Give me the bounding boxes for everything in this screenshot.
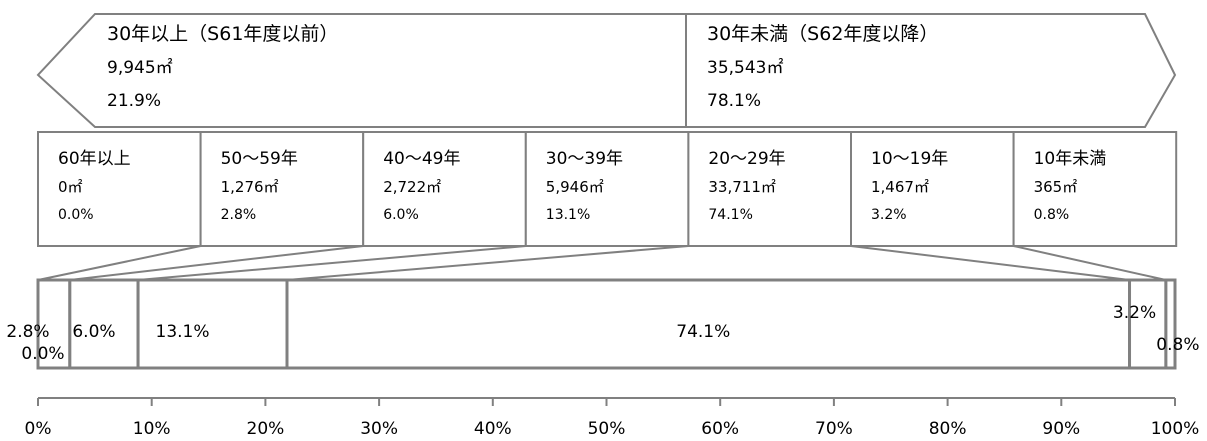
x-tick-label: 80% (929, 419, 967, 439)
category-pct: 74.1% (708, 207, 752, 223)
category-area: 33,711㎡ (708, 178, 776, 196)
category-area: 0㎡ (58, 178, 83, 196)
bar-value-label: 0.0% (21, 344, 64, 364)
x-tick-label: 40% (474, 419, 512, 439)
category-pct: 6.0% (383, 207, 419, 223)
category-box (37, 131, 202, 247)
x-tick-label: 60% (701, 419, 739, 439)
bar-value-label: 3.2% (1113, 303, 1156, 323)
category-label: 30～39年 (546, 149, 623, 169)
category-box (1012, 131, 1178, 247)
bar-value-label: 74.1% (676, 322, 730, 342)
bar-value-label: 13.1% (156, 322, 210, 342)
category-box (362, 131, 527, 247)
x-axis: 0% 10% 20% 30% 40% 50% 60% 70% 80% 90% 100% (25, 397, 1200, 439)
category-pct: 2.8% (221, 207, 257, 223)
x-tick-label: 20% (247, 419, 285, 439)
group-pct-newer: 78.1% (707, 91, 761, 111)
category-pct: 0.8% (1034, 207, 1070, 223)
category-label: 10～19年 (871, 149, 948, 169)
x-tick-label: 30% (360, 419, 398, 439)
category-box (199, 131, 365, 247)
category-pct: 3.2% (871, 207, 907, 223)
bar-segment (1164, 278, 1177, 370)
category-pct: 0.0% (58, 207, 94, 223)
category-area: 5,946㎡ (546, 178, 604, 196)
category-area: 365㎡ (1034, 178, 1078, 196)
category-label: 10年未満 (1034, 149, 1107, 169)
x-tick-label: 90% (1042, 419, 1080, 439)
connector-line (137, 245, 526, 281)
x-tick-label: 0% (25, 419, 52, 439)
category-boxes: 60年以上 0㎡ 0.0% 50～59年 1,276㎡ 2.8% 40～49年 2,722㎡ 6… (37, 131, 1178, 247)
bar-segment (285, 278, 1132, 370)
group-arrow: 30年以上（S61年度以前） 9,945㎡ 21.9% 30年未満（S62年度以… (36, 13, 1177, 128)
category-label: 60年以上 (58, 149, 131, 169)
group-area-newer: 35,543㎡ (707, 58, 783, 78)
connector-lines (37, 245, 1167, 281)
group-pct-older: 21.9% (107, 91, 161, 111)
bar-segment (136, 278, 289, 370)
group-arrow-shape (36, 13, 1177, 128)
x-tick-label: 50% (588, 419, 626, 439)
category-area: 1,467㎡ (871, 178, 929, 196)
category-label: 20～29年 (708, 149, 785, 169)
group-label-older: 30年以上（S61年度以前） (107, 23, 338, 45)
bar-segment (68, 278, 140, 370)
category-label: 40～49年 (383, 149, 460, 169)
connector-line (850, 245, 1130, 281)
connector-line (286, 245, 689, 281)
category-area: 2,722㎡ (383, 178, 441, 196)
group-area-older: 9,945㎡ (107, 58, 173, 78)
bar-labels: 0.0%2.8% 6.0% 13.1% 74.1% 3.2%0.8% (6, 303, 1199, 364)
bar-value-label: 6.0% (72, 322, 115, 342)
bar-segment (1128, 278, 1168, 370)
x-tick-label: 10% (133, 419, 171, 439)
stacked-bar (36, 278, 1177, 370)
connector-line (1013, 245, 1167, 281)
connector-line (37, 245, 201, 281)
category-pct: 13.1% (546, 207, 590, 223)
bar-value-label: 0.8% (1156, 335, 1199, 355)
group-label-newer: 30年未満（S62年度以降） (707, 23, 938, 45)
x-tick-label: 70% (815, 419, 853, 439)
category-label: 50～59年 (221, 149, 298, 169)
connector-line (69, 245, 364, 281)
category-area: 1,276㎡ (221, 178, 279, 196)
bar-value-label: 2.8% (6, 322, 49, 342)
x-tick-label: 100% (1151, 419, 1200, 439)
